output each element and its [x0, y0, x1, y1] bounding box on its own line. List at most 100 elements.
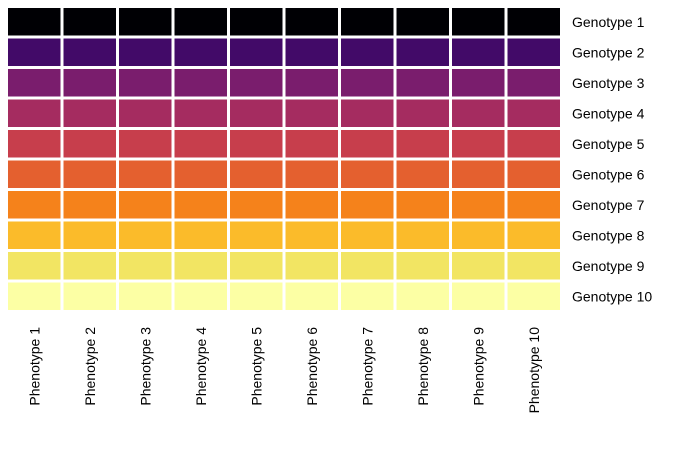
heatmap-cell [452, 282, 505, 310]
heatmap-cell [8, 160, 61, 188]
heatmap-cell [119, 221, 172, 249]
heatmap-cell [230, 130, 283, 158]
heatmap-cell [63, 191, 116, 219]
heatmap-cell [119, 8, 172, 36]
column-label: Phenotype 3 [137, 327, 153, 406]
heatmap-cell [396, 191, 449, 219]
heatmap-cell [396, 282, 449, 310]
heatmap-cell [396, 8, 449, 36]
column-labels: Phenotype 1 Phenotype 2 Phenotype 3 Phenoty… [26, 327, 542, 414]
row-label: Genotype 10 [572, 288, 652, 304]
column-label: Phenotype 6 [304, 327, 320, 406]
heatmap-cell [507, 252, 560, 280]
row-label: Genotype 8 [572, 227, 645, 243]
row-label: Genotype 5 [572, 136, 645, 152]
heatmap-cell [285, 252, 338, 280]
heatmap-cell [285, 221, 338, 249]
row-labels: Genotype 1 Genotype 2 Genotype 3 Genotype 4… [572, 14, 652, 305]
heatmap-cell [8, 38, 61, 66]
column-label: Phenotype 10 [526, 327, 542, 414]
heatmap-cell [174, 282, 227, 310]
heatmap-cell [452, 252, 505, 280]
heatmap-cell [341, 38, 394, 66]
row-label: Genotype 9 [572, 258, 645, 274]
heatmap-cell [341, 69, 394, 97]
column-label: Phenotype 8 [415, 327, 431, 406]
heatmap-cell [341, 99, 394, 127]
column-label: Phenotype 7 [359, 327, 375, 406]
heatmap-cell [119, 38, 172, 66]
heatmap-cell [8, 221, 61, 249]
column-label: Phenotype 9 [470, 327, 486, 406]
row-label: Genotype 4 [572, 105, 645, 121]
heatmap-cell [8, 191, 61, 219]
heatmap-cell [341, 130, 394, 158]
heatmap-cell [63, 38, 116, 66]
heatmap-cell [8, 69, 61, 97]
row-label: Genotype 3 [572, 75, 645, 91]
heatmap-cell [285, 99, 338, 127]
heatmap-cell [507, 69, 560, 97]
heatmap-cell [285, 282, 338, 310]
heatmap-cell [63, 99, 116, 127]
row-label: Genotype 2 [572, 44, 645, 60]
heatmap-cell [507, 38, 560, 66]
heatmap-cell [452, 69, 505, 97]
heatmap-cell [119, 99, 172, 127]
heatmap-cell [174, 221, 227, 249]
heatmap-cell [396, 99, 449, 127]
heatmap-cell [8, 282, 61, 310]
heatmap-cell [341, 282, 394, 310]
heatmap-cell [452, 38, 505, 66]
heatmap-cell [119, 252, 172, 280]
heatmap-cell [507, 8, 560, 36]
heatmap-cell [230, 252, 283, 280]
heatmap-cell [63, 282, 116, 310]
heatmap-cell [174, 130, 227, 158]
heatmap-cell [119, 191, 172, 219]
heatmap-cell [230, 69, 283, 97]
heatmap-cell [285, 38, 338, 66]
heatmap-cell [174, 191, 227, 219]
heatmap-cell [396, 221, 449, 249]
row-label: Genotype 7 [572, 197, 645, 213]
heatmap-cell [285, 69, 338, 97]
column-label: Phenotype 4 [193, 327, 209, 406]
heatmap-cell [63, 160, 116, 188]
heatmap-cell [507, 99, 560, 127]
heatmap-cell [285, 160, 338, 188]
heatmap-cell [396, 252, 449, 280]
heatmap-cell [285, 8, 338, 36]
heatmap-cell [8, 130, 61, 158]
heatmap-cell [174, 38, 227, 66]
heatmap-cell [174, 252, 227, 280]
heatmap-cell [507, 160, 560, 188]
heatmap-cell [452, 221, 505, 249]
heatmap-cell [341, 160, 394, 188]
heatmap-cell [230, 191, 283, 219]
heatmap-cell [285, 130, 338, 158]
heatmap-cell [452, 8, 505, 36]
heatmap-cell [230, 99, 283, 127]
heatmap-cell [341, 221, 394, 249]
heatmap-cell [341, 8, 394, 36]
heatmap-cell [174, 8, 227, 36]
heatmap-cell [174, 99, 227, 127]
heatmap-cell [285, 191, 338, 219]
heatmap-cell [396, 69, 449, 97]
heatmap-cell [63, 252, 116, 280]
heatmap-cell [63, 221, 116, 249]
column-label: Phenotype 5 [248, 327, 264, 406]
heatmap-cell [452, 99, 505, 127]
heatmap-cell [119, 130, 172, 158]
heatmap-cell [230, 38, 283, 66]
column-label: Phenotype 2 [82, 327, 98, 406]
heatmap-cell [8, 8, 61, 36]
heatmap-cell [507, 221, 560, 249]
heatmap-cell [396, 130, 449, 158]
heatmap-cell [396, 38, 449, 66]
heatmap-cell [230, 8, 283, 36]
column-label: Phenotype 1 [26, 327, 42, 406]
